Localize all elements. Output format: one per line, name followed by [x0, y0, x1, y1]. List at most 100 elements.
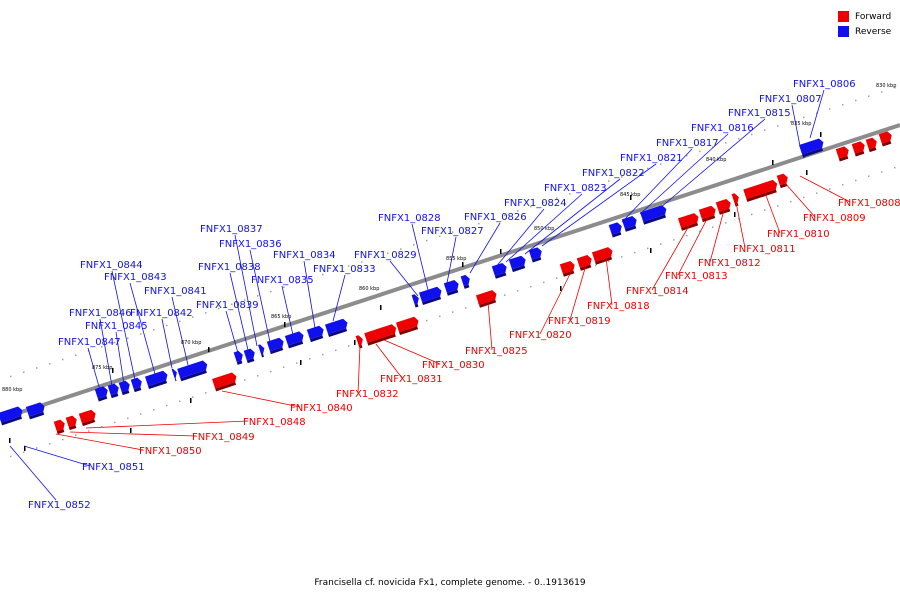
gene-reverse[interactable]	[94, 385, 110, 402]
gene-forward[interactable]	[78, 409, 98, 427]
gene-reverse[interactable]	[621, 215, 639, 232]
gene-forward[interactable]	[743, 179, 779, 202]
gene-label-fnfx1-0812[interactable]: FNFX1_0812	[698, 258, 761, 269]
gene-label-fnfx1-0826[interactable]: FNFX1_0826	[464, 212, 527, 223]
gene-label-fnfx1-0840[interactable]: FNFX1_0840	[290, 403, 353, 414]
gene-label-fnfx1-0851[interactable]: FNFX1_0851	[82, 462, 145, 473]
gene-label-fnfx1-0817[interactable]: FNFX1_0817	[656, 138, 719, 149]
gene-reverse[interactable]	[0, 406, 25, 426]
gene-reverse[interactable]	[491, 262, 509, 279]
gene-label-fnfx1-0809[interactable]: FNFX1_0809	[803, 213, 866, 224]
gene-reverse[interactable]	[418, 286, 444, 306]
gene-forward[interactable]	[776, 173, 791, 189]
gene-label-fnfx1-0829[interactable]: FNFX1_0829	[354, 250, 417, 261]
gene-label-fnfx1-0835[interactable]: FNFX1_0835	[251, 275, 314, 286]
gene-label-fnfx1-0833[interactable]: FNFX1_0833	[313, 264, 376, 275]
gene-label-fnfx1-0836[interactable]: FNFX1_0836	[219, 239, 282, 250]
gene-forward[interactable]	[53, 419, 68, 435]
gene-label-fnfx1-0828[interactable]: FNFX1_0828	[378, 213, 441, 224]
gene-label-fnfx1-0831[interactable]: FNFX1_0831	[380, 374, 443, 385]
guide-dot-lower	[855, 179, 857, 182]
gene-label-fnfx1-0849[interactable]: FNFX1_0849	[192, 432, 255, 443]
gene-forward[interactable]	[576, 254, 594, 271]
gene-reverse[interactable]	[640, 204, 669, 225]
gene-label-fnfx1-0841[interactable]: FNFX1_0841	[144, 286, 207, 297]
gene-reverse[interactable]	[284, 330, 306, 349]
gene-arrow-body	[559, 261, 575, 274]
gene-label-fnfx1-0822[interactable]: FNFX1_0822	[582, 168, 645, 179]
gene-label-fnfx1-0818[interactable]: FNFX1_0818	[587, 301, 650, 312]
gene-label-fnfx1-0827[interactable]: FNFX1_0827	[421, 226, 484, 237]
gene-reverse[interactable]	[443, 279, 461, 296]
gene-label-fnfx1-0806[interactable]: FNFX1_0806	[793, 79, 856, 90]
gene-reverse[interactable]	[799, 145, 808, 159]
gene-reverse[interactable]	[107, 383, 122, 399]
gene-label-fnfx1-0852[interactable]: FNFX1_0852	[28, 500, 91, 511]
gene-label-fnfx1-0830[interactable]: FNFX1_0830	[422, 360, 485, 371]
gene-label-fnfx1-0843[interactable]: FNFX1_0843	[104, 272, 167, 283]
gene-reverse[interactable]	[460, 274, 473, 289]
gene-forward[interactable]	[865, 137, 880, 153]
gene-label-fnfx1-0839[interactable]: FNFX1_0839	[196, 300, 259, 311]
gene-reverse[interactable]	[411, 293, 422, 308]
gene-label-fnfx1-0838[interactable]: FNFX1_0838	[198, 262, 261, 273]
gene-label-fnfx1-0825[interactable]: FNFX1_0825	[465, 346, 528, 357]
gene-label-fnfx1-0819[interactable]: FNFX1_0819	[548, 316, 611, 327]
gene-label-fnfx1-0814[interactable]: FNFX1_0814	[626, 286, 689, 297]
gene-forward[interactable]	[559, 260, 577, 277]
gene-label-fnfx1-0844[interactable]: FNFX1_0844	[80, 260, 143, 271]
gene-reverse[interactable]	[177, 360, 210, 382]
gene-reverse[interactable]	[608, 221, 624, 238]
gene-label-fnfx1-0811[interactable]: FNFX1_0811	[733, 244, 796, 255]
gene-forward[interactable]	[65, 415, 80, 431]
gene-forward[interactable]	[835, 145, 851, 162]
gene-reverse[interactable]	[258, 343, 267, 358]
gene-arrow-shadow	[68, 425, 77, 431]
gene-arrow-body	[731, 193, 739, 204]
gene-reverse[interactable]	[266, 337, 286, 355]
gene-label-fnfx1-0823[interactable]: FNFX1_0823	[544, 183, 607, 194]
gene-reverse[interactable]	[233, 350, 246, 365]
gene-forward[interactable]	[355, 334, 366, 349]
gene-reverse[interactable]	[144, 370, 170, 390]
gene-label-fnfx1-0821[interactable]: FNFX1_0821	[620, 153, 683, 164]
gene-label-fnfx1-0820[interactable]: FNFX1_0820	[509, 330, 572, 341]
gene-label-fnfx1-0810[interactable]: FNFX1_0810	[767, 229, 830, 240]
gene-reverse[interactable]	[130, 377, 145, 393]
gene-label-fnfx1-0847[interactable]: FNFX1_0847	[58, 337, 121, 348]
gene-label-fnfx1-0816[interactable]: FNFX1_0816	[691, 123, 754, 134]
gene-reverse[interactable]	[306, 325, 326, 343]
gene-reverse[interactable]	[799, 138, 826, 158]
gene-reverse[interactable]	[324, 318, 350, 338]
gene-forward[interactable]	[851, 140, 867, 157]
gene-forward[interactable]	[715, 198, 733, 215]
gene-forward[interactable]	[364, 323, 398, 346]
gene-forward[interactable]	[212, 372, 239, 392]
guide-dot-lower	[49, 442, 51, 445]
gene-label-fnfx1-0845[interactable]: FNFX1_0845	[85, 321, 148, 332]
gene-forward[interactable]	[591, 246, 615, 265]
gene-reverse[interactable]	[528, 246, 544, 263]
gene-forward[interactable]	[677, 212, 701, 231]
gene-forward[interactable]	[698, 205, 718, 223]
gene-label-fnfx1-0815[interactable]: FNFX1_0815	[728, 108, 791, 119]
gene-label-fnfx1-0846[interactable]: FNFX1_0846	[69, 308, 132, 319]
gene-forward[interactable]	[878, 130, 894, 147]
gene-label-fnfx1-0848[interactable]: FNFX1_0848	[243, 417, 306, 428]
gene-label-fnfx1-0837[interactable]: FNFX1_0837	[200, 224, 263, 235]
gene-label-fnfx1-0842[interactable]: FNFX1_0842	[130, 308, 193, 319]
gene-reverse[interactable]	[118, 380, 133, 396]
gene-label-fnfx1-0808[interactable]: FNFX1_0808	[838, 198, 900, 209]
gene-forward[interactable]	[395, 316, 421, 336]
gene-label-fnfx1-0824[interactable]: FNFX1_0824	[504, 198, 567, 209]
gene-label-fnfx1-0832[interactable]: FNFX1_0832	[336, 389, 399, 400]
gene-reverse[interactable]	[171, 368, 180, 382]
gene-reverse[interactable]	[243, 348, 258, 364]
gene-label-fnfx1-0807[interactable]: FNFX1_0807	[759, 94, 822, 105]
gene-label-fnfx1-0850[interactable]: FNFX1_0850	[139, 446, 202, 457]
gene-forward[interactable]	[475, 289, 499, 308]
gene-reverse[interactable]	[25, 401, 47, 420]
gene-label-fnfx1-0834[interactable]: FNFX1_0834	[273, 250, 336, 261]
gene-reverse[interactable]	[508, 255, 528, 273]
gene-label-fnfx1-0813[interactable]: FNFX1_0813	[665, 271, 728, 282]
